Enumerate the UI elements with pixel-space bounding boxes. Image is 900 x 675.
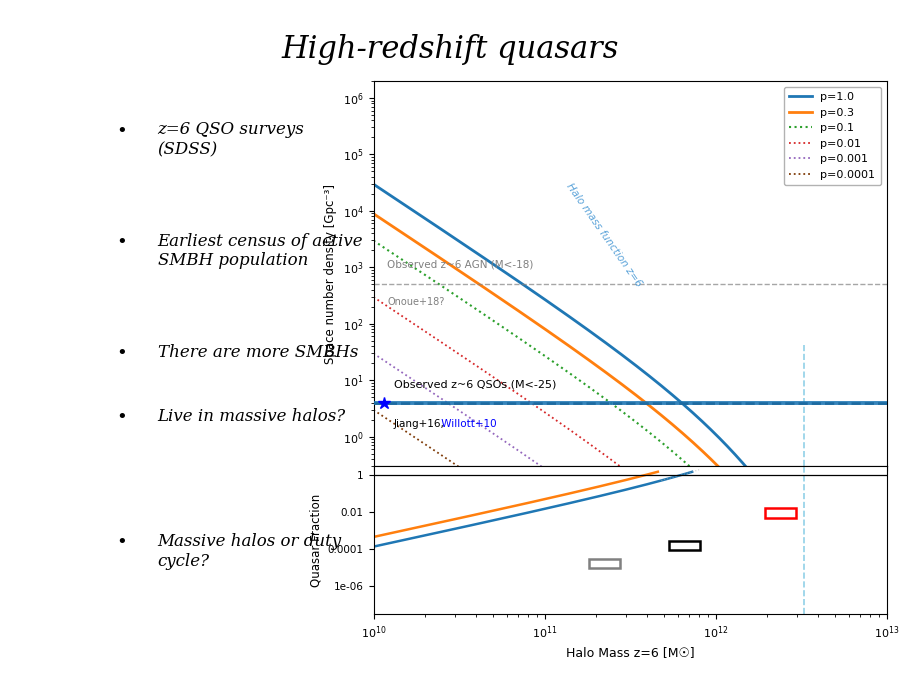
p=0.01 (459, 354, 470, 362)
p=0.01 (711, 543, 722, 551)
p=0.0001 (600, 564, 611, 572)
p=1.0 (754, 479, 765, 487)
p=0.0001 (711, 657, 722, 665)
p=0.1 (711, 487, 722, 495)
Text: •: • (116, 233, 127, 251)
p=0.3 (600, 368, 611, 376)
Text: Massive halos or duty
cycle?: Massive halos or duty cycle? (158, 533, 342, 570)
p=0.3 (670, 423, 681, 431)
Text: Live in massive halos?: Live in massive halos? (158, 408, 346, 425)
Text: Observed z~6 QSOs (M<-25): Observed z~6 QSOs (M<-25) (394, 379, 556, 389)
p=0.1 (459, 297, 470, 305)
p=0.001 (711, 600, 722, 608)
Y-axis label: Quasar Fraction: Quasar Fraction (310, 493, 322, 587)
p=0.1 (500, 325, 511, 333)
Text: Halo mass function z=6: Halo mass function z=6 (564, 182, 644, 289)
Line: p=1.0: p=1.0 (374, 184, 886, 675)
p=0.3 (459, 270, 470, 278)
p=0.3 (368, 210, 379, 218)
Text: •: • (116, 408, 127, 427)
p=0.01 (600, 452, 611, 460)
p=0.0001 (670, 620, 681, 628)
p=1.0 (670, 394, 681, 402)
Text: z=6 QSO surveys
(SDSS): z=6 QSO surveys (SDSS) (158, 122, 304, 158)
p=0.01 (368, 293, 379, 301)
Text: Jiang+16,: Jiang+16, (394, 418, 445, 429)
p=0.3 (754, 509, 765, 517)
p=0.001 (459, 410, 470, 418)
Text: Observed z~6 AGN (M<-18): Observed z~6 AGN (M<-18) (387, 260, 534, 270)
p=0.1 (600, 395, 611, 403)
Text: •: • (116, 344, 127, 362)
Text: High-redshift quasars: High-redshift quasars (282, 34, 618, 65)
p=0.01 (754, 592, 765, 600)
p=0.0001 (459, 466, 470, 475)
Text: •: • (116, 122, 127, 140)
p=0.3 (500, 298, 511, 306)
p=0.001 (368, 350, 379, 358)
Line: p=0.001: p=0.001 (374, 354, 886, 675)
Legend: p=1.0, p=0.3, p=0.1, p=0.01, p=0.001, p=0.0001: p=1.0, p=0.3, p=0.1, p=0.01, p=0.001, p=… (784, 86, 881, 186)
p=1.0 (368, 180, 379, 188)
p=0.01 (500, 381, 511, 389)
Bar (589, 559, 620, 568)
Text: Earliest census of active
SMBH population: Earliest census of active SMBH populatio… (158, 233, 363, 269)
Line: p=0.0001: p=0.0001 (374, 410, 886, 675)
p=1.0 (459, 241, 470, 249)
Line: p=0.3: p=0.3 (374, 214, 886, 675)
p=0.1 (754, 536, 765, 544)
Text: Onoue+18?: Onoue+18? (387, 297, 445, 307)
p=1.0 (711, 431, 722, 439)
p=0.3 (711, 460, 722, 468)
Text: •: • (116, 533, 127, 551)
Text: There are more SMBHs: There are more SMBHs (158, 344, 358, 361)
p=0.0001 (368, 406, 379, 414)
p=1.0 (500, 269, 511, 277)
Line: p=0.01: p=0.01 (374, 297, 886, 675)
p=0.001 (754, 649, 765, 657)
p=0.01 (670, 507, 681, 515)
p=0.001 (670, 563, 681, 571)
Line: p=0.1: p=0.1 (374, 240, 886, 675)
Bar (765, 508, 796, 518)
Text: Willott+10: Willott+10 (438, 418, 497, 429)
p=0.0001 (500, 494, 511, 502)
Bar (670, 541, 700, 550)
X-axis label: Halo Mass z=6 [M☉]: Halo Mass z=6 [M☉] (566, 646, 694, 659)
p=0.001 (600, 508, 611, 516)
p=0.1 (670, 450, 681, 458)
p=0.001 (500, 437, 511, 446)
Y-axis label: Space number density [Gpc⁻³]: Space number density [Gpc⁻³] (324, 184, 338, 364)
p=0.1 (368, 236, 379, 244)
p=1.0 (600, 339, 611, 347)
